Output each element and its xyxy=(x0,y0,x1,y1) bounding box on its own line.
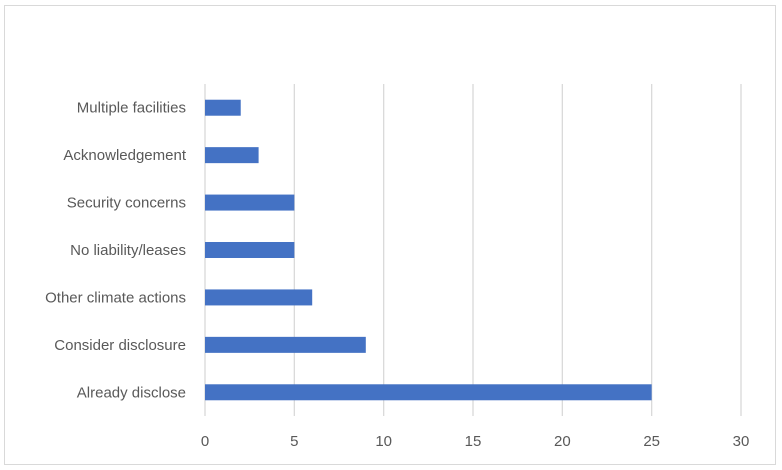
x-axis-ticks: 0 5 10 15 20 25 30 xyxy=(201,433,750,450)
category-label: No liability/leases xyxy=(70,242,186,259)
gridlines xyxy=(204,84,742,416)
category-labels: Multiple facilities Acknowledgement Securi… xyxy=(45,100,187,402)
category-label: Other climate actions xyxy=(45,289,186,306)
category-label: Security concerns xyxy=(67,195,186,212)
bar xyxy=(205,289,313,306)
x-tick-label: 15 xyxy=(465,433,482,450)
x-tick-label: 5 xyxy=(290,433,298,450)
bar xyxy=(205,242,295,258)
bars xyxy=(205,99,652,401)
x-tick-label: 25 xyxy=(643,433,660,450)
x-tick-label: 0 xyxy=(201,433,209,450)
x-tick-label: 20 xyxy=(554,433,571,450)
bar xyxy=(205,336,366,353)
bar xyxy=(205,147,259,164)
x-tick-label: 30 xyxy=(733,433,750,450)
category-label: Consider disclosure xyxy=(54,337,186,354)
x-tick-label: 10 xyxy=(375,433,392,450)
bar xyxy=(205,99,241,116)
category-label: Multiple facilities xyxy=(77,100,186,117)
category-label: Acknowledgement xyxy=(63,147,186,164)
category-label: Already disclose xyxy=(77,384,186,401)
bar xyxy=(205,384,652,401)
bar xyxy=(205,194,295,211)
